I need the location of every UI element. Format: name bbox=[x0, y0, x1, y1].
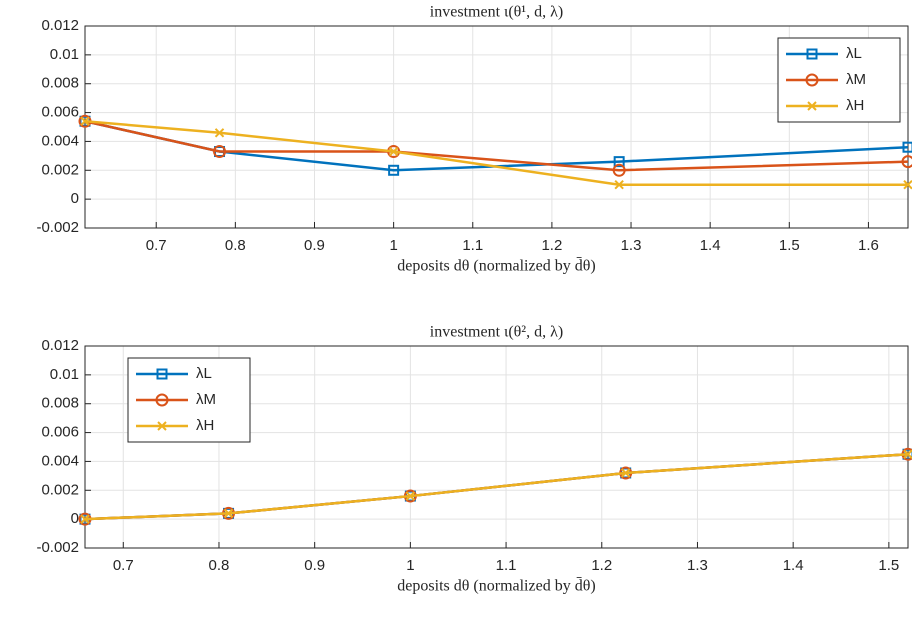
legend-label: λL bbox=[846, 45, 862, 62]
y-tick-label: -0.002 bbox=[36, 219, 79, 236]
x-tick-label: 1.5 bbox=[779, 237, 800, 254]
x-tick-label: 1.1 bbox=[496, 557, 517, 574]
x-tick-label: 0.8 bbox=[209, 557, 230, 574]
chart-title: investment ι(θ², d, λ) bbox=[430, 324, 563, 341]
x-tick-label: 1.3 bbox=[621, 237, 642, 254]
x-tick-label: 0.8 bbox=[225, 237, 246, 254]
y-tick-label: 0.006 bbox=[41, 424, 79, 441]
x-tick-label: 0.7 bbox=[146, 237, 167, 254]
x-tick-label: 0.7 bbox=[113, 557, 134, 574]
y-tick-label: 0 bbox=[71, 510, 79, 527]
legend-label: λM bbox=[196, 391, 216, 408]
legend-label: λH bbox=[846, 97, 864, 114]
x-axis-label: deposits dθ (normalized by d̄θ) bbox=[397, 577, 595, 595]
x-tick-label: 1 bbox=[406, 557, 414, 574]
x-axis-label: deposits dθ (normalized by d̄θ) bbox=[397, 257, 595, 275]
x-tick-label: 1 bbox=[389, 237, 397, 254]
y-tick-label: -0.002 bbox=[36, 539, 79, 556]
y-tick-label: 0.01 bbox=[50, 366, 79, 383]
x-tick-label: 0.9 bbox=[304, 557, 325, 574]
y-tick-label: 0.006 bbox=[41, 104, 79, 121]
y-tick-label: 0.008 bbox=[41, 395, 79, 412]
y-tick-label: 0.012 bbox=[41, 17, 79, 34]
legend-label: λL bbox=[196, 365, 212, 382]
y-tick-label: 0.01 bbox=[50, 46, 79, 63]
y-tick-label: 0.002 bbox=[41, 481, 79, 498]
y-tick-label: 0.004 bbox=[41, 452, 79, 469]
x-tick-label: 1.2 bbox=[591, 557, 612, 574]
legend-label: λM bbox=[846, 71, 866, 88]
x-tick-label: 1.4 bbox=[783, 557, 804, 574]
chart-title: investment ι(θ¹, d, λ) bbox=[430, 4, 563, 21]
y-tick-label: 0.004 bbox=[41, 132, 79, 149]
legend-label: λH bbox=[196, 417, 214, 434]
y-tick-label: 0.008 bbox=[41, 75, 79, 92]
x-tick-label: 1.6 bbox=[858, 237, 879, 254]
y-tick-label: 0 bbox=[71, 190, 79, 207]
legend: λL λM λH bbox=[778, 38, 900, 122]
legend: λL λM λH bbox=[128, 358, 250, 442]
y-tick-label: 0.012 bbox=[41, 337, 79, 354]
x-tick-label: 0.9 bbox=[304, 237, 325, 254]
x-tick-label: 1.3 bbox=[687, 557, 708, 574]
x-tick-label: 1.4 bbox=[700, 237, 721, 254]
x-tick-label: 1.1 bbox=[462, 237, 483, 254]
x-tick-label: 1.5 bbox=[878, 557, 899, 574]
y-tick-label: 0.002 bbox=[41, 161, 79, 178]
x-tick-label: 1.2 bbox=[541, 237, 562, 254]
